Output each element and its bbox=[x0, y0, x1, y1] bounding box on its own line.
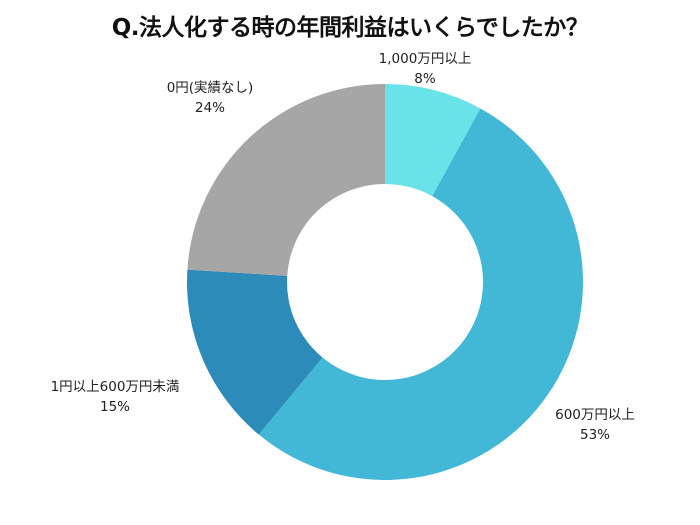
label-pct: 24% bbox=[194, 100, 225, 116]
label-600man-over: 600万円以上 53% bbox=[540, 405, 650, 445]
label-pct: 53% bbox=[579, 427, 610, 443]
donut-slice bbox=[385, 84, 481, 197]
donut-slice bbox=[258, 108, 583, 480]
label-1000man-over: 1,000万円以上 8% bbox=[370, 49, 480, 89]
label-1yen-to-600man: 1円以上600万円未満 15% bbox=[30, 377, 200, 417]
donut-slice bbox=[187, 269, 323, 435]
label-name: 1円以上600万円未満 bbox=[50, 379, 180, 395]
label-name: 0円(実績なし) bbox=[166, 80, 254, 96]
donut-slice bbox=[187, 84, 385, 276]
label-0yen: 0円(実績なし) 24% bbox=[145, 78, 275, 118]
label-pct: 15% bbox=[99, 399, 130, 415]
label-name: 1,000万円以上 bbox=[378, 51, 472, 67]
chart-title: Q.法人化する時の年間利益はいくらでしたか？ bbox=[111, 15, 589, 41]
label-pct: 8% bbox=[414, 71, 436, 87]
label-name: 600万円以上 bbox=[555, 407, 635, 423]
